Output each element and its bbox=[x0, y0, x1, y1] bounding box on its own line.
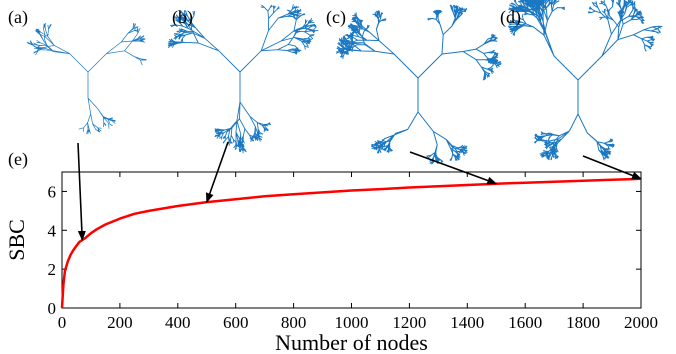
y-axis-label: SBC bbox=[4, 219, 29, 261]
y-tick-label: 4 bbox=[48, 221, 57, 240]
sbc-plot: 0 200 400 600 800 1000 1200 1400 1600 1800 2000 0 2 4… bbox=[4, 171, 658, 354]
tree-d bbox=[507, 0, 663, 161]
tree-c bbox=[335, 4, 502, 165]
tree-branches bbox=[335, 4, 502, 165]
x-tick-label: 1200 bbox=[392, 313, 426, 332]
x-tick-label: 2000 bbox=[624, 313, 658, 332]
x-tick-label: 400 bbox=[165, 313, 191, 332]
x-axis-label: Number of nodes bbox=[275, 330, 428, 354]
y-tick-label: 0 bbox=[48, 299, 57, 318]
annotation-arrow bbox=[582, 155, 642, 180]
panel-label-e: (e) bbox=[8, 149, 28, 169]
panel-label-c: (c) bbox=[326, 7, 346, 27]
axis-ticks: 0 200 400 600 800 1000 1200 1400 1600 1800 2000 0 2 4… bbox=[48, 172, 658, 332]
x-tick-label: 600 bbox=[223, 313, 249, 332]
annotation-arrow bbox=[409, 151, 498, 185]
x-tick-label: 1000 bbox=[335, 313, 369, 332]
x-tick-label: 1800 bbox=[566, 313, 600, 332]
annotation-arrow bbox=[77, 142, 86, 241]
panel-label-b: (b) bbox=[172, 7, 193, 27]
tree-a bbox=[26, 22, 147, 135]
tree-b bbox=[167, 4, 319, 154]
tree-branches bbox=[167, 4, 319, 154]
plot-frame bbox=[61, 171, 642, 309]
curve-layer bbox=[60, 177, 642, 309]
x-tick-label: 1600 bbox=[508, 313, 542, 332]
tree-branches bbox=[26, 22, 147, 135]
annotation-arrows bbox=[77, 141, 642, 241]
x-tick-label: 800 bbox=[281, 313, 307, 332]
panel-label-a: (a) bbox=[8, 7, 28, 27]
x-tick-label: 0 bbox=[58, 313, 67, 332]
y-tick-label: 2 bbox=[48, 260, 57, 279]
x-tick-label: 200 bbox=[107, 313, 133, 332]
panel-label-d: (d) bbox=[500, 7, 521, 27]
x-tick-label: 1400 bbox=[450, 313, 484, 332]
tree-thumbnails bbox=[26, 0, 663, 165]
annotation-arrow bbox=[205, 141, 229, 204]
y-tick-label: 6 bbox=[48, 182, 57, 201]
tree-branches bbox=[507, 0, 663, 161]
sbc-curve bbox=[60, 177, 642, 309]
